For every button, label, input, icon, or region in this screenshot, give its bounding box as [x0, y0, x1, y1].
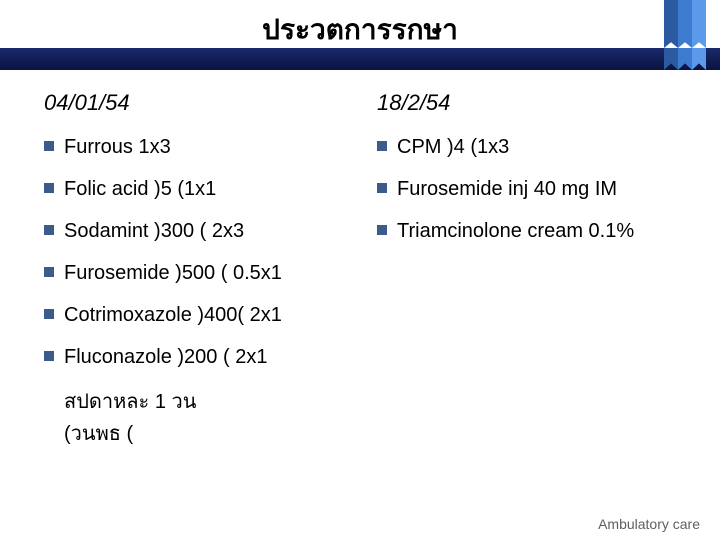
bullet-icon: [44, 351, 54, 361]
left-extra-lines: สปดาหละ 1 วน (วนพธ (: [64, 386, 357, 450]
list-item: Furosemide inj 40 mg IM: [377, 176, 690, 202]
content-area: 04/01/54 Furrous 1x3 Folic acid )5 (1x1 …: [44, 90, 690, 510]
list-item: CPM )4 (1x3: [377, 134, 690, 160]
accent-fold-1: [664, 0, 678, 48]
accent-tail-3: [692, 48, 706, 70]
item-text: Furosemide inj 40 mg IM: [397, 176, 617, 202]
right-items: CPM )4 (1x3 Furosemide inj 40 mg IM Tria…: [377, 134, 690, 244]
bullet-icon: [44, 183, 54, 193]
accent-ribbon-tail: [664, 48, 706, 70]
extra-line: สปดาหละ 1 วน: [64, 386, 357, 418]
item-text: Furrous 1x3: [64, 134, 171, 160]
bullet-icon: [377, 141, 387, 151]
accent-tail-1: [664, 48, 678, 70]
list-item: Folic acid )5 (1x1: [44, 176, 357, 202]
item-text: Furosemide )500 ( 0.5x1: [64, 260, 282, 286]
item-text: Folic acid )5 (1x1: [64, 176, 216, 202]
bullet-icon: [44, 141, 54, 151]
header-bar: [0, 48, 720, 70]
left-date: 04/01/54: [44, 90, 357, 116]
extra-line: (วนพธ (: [64, 418, 357, 450]
list-item: Fluconazole )200 ( 2x1: [44, 344, 357, 370]
slide-title: ประวตการรกษา: [0, 8, 720, 52]
left-items: Furrous 1x3 Folic acid )5 (1x1 Sodamint …: [44, 134, 357, 370]
item-text: Triamcinolone cream 0.1%: [397, 218, 634, 244]
item-text: Cotrimoxazole )400( 2x1: [64, 302, 282, 328]
right-column: 18/2/54 CPM )4 (1x3 Furosemide inj 40 mg…: [377, 90, 690, 510]
accent-ribbon: [664, 0, 706, 48]
footer-text: Ambulatory care: [598, 516, 700, 532]
bullet-icon: [44, 309, 54, 319]
accent-tail-2: [678, 48, 692, 70]
item-text: CPM )4 (1x3: [397, 134, 509, 160]
list-item: Triamcinolone cream 0.1%: [377, 218, 690, 244]
bullet-icon: [377, 183, 387, 193]
slide: ประวตการรกษา 04/01/54 Furrous 1x3 Folic …: [0, 0, 720, 540]
accent-fold-2: [678, 0, 692, 48]
list-item: Cotrimoxazole )400( 2x1: [44, 302, 357, 328]
left-column: 04/01/54 Furrous 1x3 Folic acid )5 (1x1 …: [44, 90, 357, 510]
list-item: Sodamint )300 ( 2x3: [44, 218, 357, 244]
right-date: 18/2/54: [377, 90, 690, 116]
list-item: Furrous 1x3: [44, 134, 357, 160]
list-item: Furosemide )500 ( 0.5x1: [44, 260, 357, 286]
bullet-icon: [377, 225, 387, 235]
bullet-icon: [44, 225, 54, 235]
accent-fold-3: [692, 0, 706, 48]
bullet-icon: [44, 267, 54, 277]
item-text: Fluconazole )200 ( 2x1: [64, 344, 267, 370]
item-text: Sodamint )300 ( 2x3: [64, 218, 244, 244]
